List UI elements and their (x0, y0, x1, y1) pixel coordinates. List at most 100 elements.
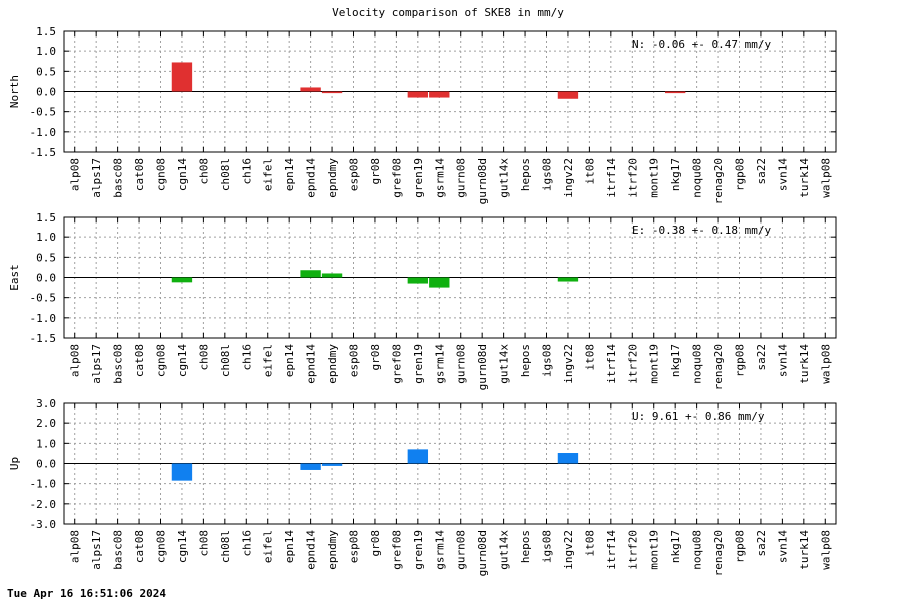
bar-gren19 (407, 91, 429, 98)
x-tick-label: renag20 (712, 530, 725, 576)
x-tick-label: mont19 (648, 158, 661, 198)
x-tick-label: ch08 (197, 344, 210, 371)
y-axis-label: East (8, 264, 21, 291)
x-tick-label: epnd14 (305, 158, 318, 198)
x-tick-label: gut14x (498, 158, 511, 198)
x-tick-label: gsrm14 (433, 530, 446, 570)
x-tick-label: nkg17 (669, 344, 682, 377)
y-tick-label: 1.5 (36, 211, 56, 224)
x-tick-label: eifel (262, 530, 275, 563)
x-tick-label: gsrm14 (433, 344, 446, 384)
x-tick-label: turk14 (798, 344, 811, 384)
stats-annotation: U: 9.61 +- 0.86 mm/y (632, 410, 765, 423)
x-tick-label: cat08 (133, 344, 146, 377)
x-tick-label: itrf14 (605, 344, 618, 384)
x-tick-label: renag20 (712, 158, 725, 204)
y-tick-label: 2.0 (36, 417, 56, 430)
x-tick-label: turk14 (798, 530, 811, 570)
x-tick-label: igs08 (541, 530, 554, 563)
x-tick-label: nkg17 (669, 530, 682, 563)
bar-ingv22 (557, 277, 579, 282)
x-tick-label: hepos (519, 530, 532, 563)
x-tick-label: igs08 (541, 344, 554, 377)
x-tick-label: mont19 (648, 530, 661, 570)
x-tick-label: itrf20 (626, 344, 639, 384)
x-tick-label: itrf14 (605, 158, 618, 198)
bar-gsrm14 (429, 91, 450, 98)
x-tick-label: cgn14 (176, 530, 189, 563)
x-tick-label: rgp08 (734, 530, 747, 563)
x-tick-label: hepos (519, 344, 532, 377)
bar-epndmy (321, 463, 343, 466)
x-tick-label: epnd14 (305, 344, 318, 384)
x-tick-label: gut14x (498, 530, 511, 570)
stats-annotation: E: -0.38 +- 0.18 mm/y (632, 224, 771, 237)
x-tick-label: epn14 (283, 530, 296, 563)
x-tick-label: igs08 (541, 158, 554, 191)
plot-frame (63, 216, 837, 339)
x-tick-label: ch16 (240, 344, 253, 371)
x-tick-label: gurn08d (476, 530, 489, 576)
bar-ingv22 (557, 453, 579, 464)
x-tick-label: itrf20 (626, 158, 639, 198)
x-tick-label: cgn14 (176, 158, 189, 191)
x-tick-label: epndmy (326, 530, 339, 570)
y-tick-label: 1.0 (36, 45, 56, 58)
x-tick-label: renag20 (712, 344, 725, 390)
x-tick-label: ch16 (240, 530, 253, 557)
x-tick-label: cgn08 (155, 530, 168, 563)
bar-epndmy (321, 273, 343, 278)
x-tick-label: gren19 (412, 344, 425, 384)
x-tick-label: svn14 (776, 530, 789, 563)
bar-epnd14 (300, 87, 321, 92)
bar-cgn14 (171, 62, 193, 92)
y-tick-label: 1.0 (36, 437, 56, 450)
y-tick-label: 0.5 (36, 251, 56, 264)
x-tick-label: gurn08 (455, 344, 468, 384)
y-tick-label: -0.5 (30, 106, 57, 119)
y-tick-label: -1.5 (30, 332, 57, 345)
bar-ingv22 (557, 91, 579, 99)
chart-panel-east: 1.5 1.0 0.5 0.0 -0.5 -1.0 -1.5 alp08 alps17 basc0… (8, 211, 837, 390)
bar-epndmy (321, 91, 343, 94)
x-tick-label: ch16 (240, 158, 253, 185)
x-tick-label: cgn14 (176, 344, 189, 377)
x-tick-label: gsrm14 (433, 158, 446, 198)
x-tick-label: noqu08 (691, 158, 704, 198)
x-tick-label: alps17 (90, 530, 103, 570)
x-tick-label: ch08l (219, 344, 232, 377)
y-tick-label: 0.0 (36, 458, 56, 471)
x-tick-label: gref08 (390, 344, 403, 384)
x-tick-label: eifel (262, 158, 275, 191)
plot-frame (63, 30, 837, 153)
y-tick-label: -0.5 (30, 292, 57, 305)
x-tick-label: rgp08 (734, 344, 747, 377)
x-tick-label: walp08 (819, 158, 832, 198)
x-tick-label: rgp08 (734, 158, 747, 191)
x-tick-label: esp08 (348, 158, 361, 191)
plot-frame (63, 402, 837, 525)
y-tick-label: 3.0 (36, 397, 56, 410)
x-tick-label: gren19 (412, 530, 425, 570)
x-tick-label: alps17 (90, 344, 103, 384)
x-tick-label: eifel (262, 344, 275, 377)
bar-gren19 (407, 277, 429, 284)
bar-epnd14 (300, 463, 321, 470)
x-tick-label: alp08 (69, 344, 82, 377)
x-tick-label: ch08 (197, 530, 210, 557)
x-tick-label: sa22 (755, 344, 768, 371)
stats-annotation: N: -0.06 +- 0.47 mm/y (632, 38, 771, 51)
y-tick-label: 1.5 (36, 25, 56, 38)
chart-panel-north: 1.5 1.0 0.5 0.0 -0.5 -1.0 -1.5 alp08 alps17 basc0… (8, 25, 837, 204)
x-tick-label: walp08 (819, 344, 832, 384)
x-tick-label: basc08 (112, 158, 125, 198)
x-tick-label: epndmy (326, 344, 339, 384)
x-tick-label: itrf20 (626, 530, 639, 570)
x-tick-label: epnd14 (305, 530, 318, 570)
y-tick-label: -1.0 (30, 478, 57, 491)
x-tick-label: sa22 (755, 530, 768, 557)
y-tick-label: -1.0 (30, 312, 57, 325)
x-tick-label: alp08 (69, 530, 82, 563)
x-tick-label: gurn08 (455, 530, 468, 570)
